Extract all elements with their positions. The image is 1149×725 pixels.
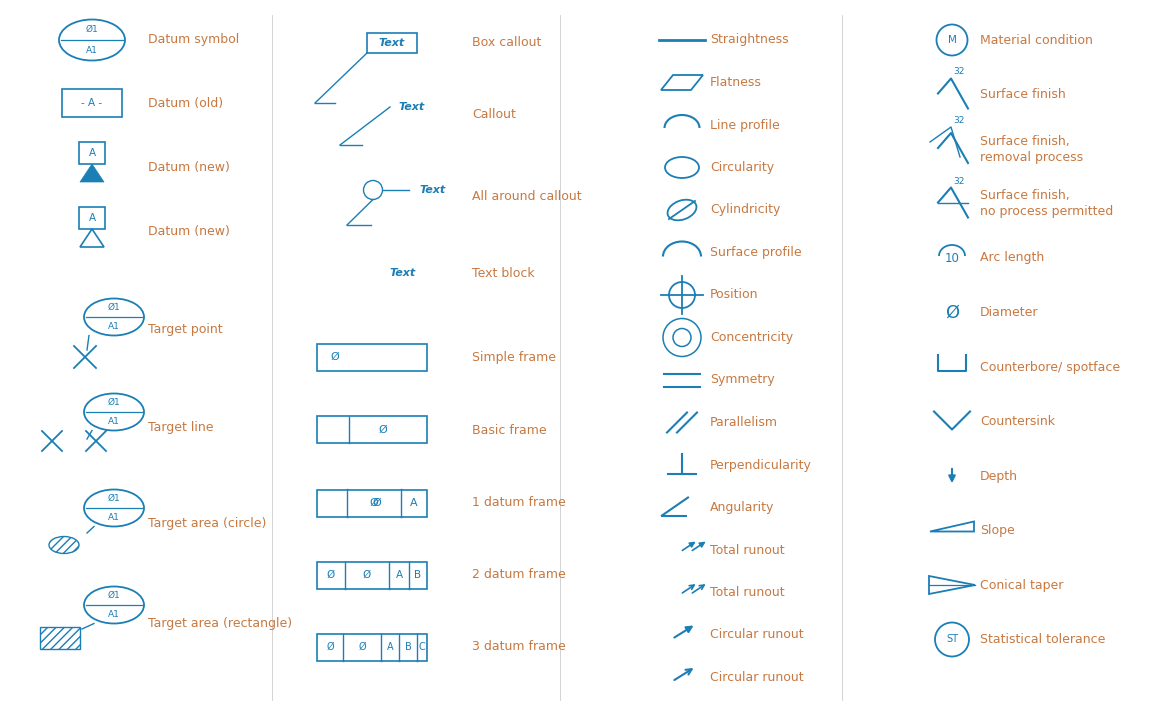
Text: Slope: Slope: [980, 524, 1015, 537]
Text: Text: Text: [398, 102, 424, 112]
Bar: [40, 627, 80, 649]
Text: 3 datum frame: 3 datum frame: [472, 640, 565, 653]
Text: Callout: Callout: [472, 109, 516, 122]
Text: Ø1: Ø1: [108, 303, 121, 312]
Text: Box callout: Box callout: [472, 36, 541, 49]
Text: - A -: - A -: [82, 98, 102, 108]
Text: Conical taper: Conical taper: [980, 579, 1063, 592]
Text: Ø: Ø: [379, 425, 387, 435]
Text: Target area (rectangle): Target area (rectangle): [148, 616, 292, 629]
Text: Angularity: Angularity: [710, 501, 774, 514]
Text: A: A: [387, 642, 393, 652]
Text: Ø: Ø: [370, 498, 378, 508]
Bar: [79, 207, 105, 229]
Text: Total runout: Total runout: [710, 544, 785, 557]
Text: A: A: [88, 148, 95, 158]
Text: 10: 10: [944, 252, 959, 265]
Text: Material condition: Material condition: [980, 33, 1093, 46]
Bar: [317, 634, 427, 660]
Text: Datum (new): Datum (new): [148, 225, 230, 239]
Text: A: A: [410, 498, 418, 508]
Text: Flatness: Flatness: [710, 76, 762, 89]
Text: Perpendicularity: Perpendicularity: [710, 458, 812, 471]
Text: Circularity: Circularity: [710, 161, 774, 174]
Text: 1 datum frame: 1 datum frame: [472, 497, 565, 510]
Text: Target point: Target point: [148, 323, 223, 336]
Text: Depth: Depth: [980, 470, 1018, 483]
Text: Target area (circle): Target area (circle): [148, 516, 267, 529]
Text: Arc length: Arc length: [980, 252, 1044, 265]
Text: A1: A1: [86, 46, 98, 55]
Text: 32: 32: [953, 67, 964, 77]
Text: Total runout: Total runout: [710, 586, 785, 599]
Text: Line profile: Line profile: [710, 118, 780, 131]
Text: 32: 32: [953, 176, 964, 186]
Text: Surface finish,
removal process: Surface finish, removal process: [980, 135, 1084, 164]
Text: Circular runout: Circular runout: [710, 629, 803, 642]
Bar: [317, 416, 427, 444]
Text: Ø: Ø: [326, 570, 336, 580]
Text: Text: Text: [419, 185, 446, 195]
Text: Position: Position: [710, 289, 758, 302]
Text: Counterbore/ spotface: Counterbore/ spotface: [980, 360, 1120, 373]
Text: Ø: Ø: [326, 642, 334, 652]
Text: A: A: [88, 213, 95, 223]
Text: A1: A1: [108, 610, 119, 618]
Text: Text block: Text block: [472, 267, 534, 280]
Text: Statistical tolerance: Statistical tolerance: [980, 633, 1105, 646]
Text: 2 datum frame: 2 datum frame: [472, 568, 565, 581]
Text: C: C: [418, 642, 425, 652]
Ellipse shape: [49, 536, 79, 553]
Polygon shape: [80, 164, 105, 182]
Bar: [317, 561, 427, 589]
Text: Parallelism: Parallelism: [710, 416, 778, 429]
Text: Surface finish: Surface finish: [980, 88, 1066, 101]
Text: Diameter: Diameter: [980, 306, 1039, 319]
Text: Text: Text: [379, 38, 406, 48]
Text: A1: A1: [108, 322, 119, 331]
Text: ST: ST: [946, 634, 958, 645]
Text: Ø: Ø: [372, 498, 381, 508]
Text: Text: Text: [390, 268, 416, 278]
Text: Circular runout: Circular runout: [710, 671, 803, 684]
Bar: [317, 489, 427, 516]
Text: Symmetry: Symmetry: [710, 373, 774, 386]
Text: Basic frame: Basic frame: [472, 423, 547, 436]
Text: Ø: Ø: [331, 352, 339, 362]
Text: Datum (new): Datum (new): [148, 160, 230, 173]
Text: Datum symbol: Datum symbol: [148, 33, 239, 46]
Text: Ø: Ø: [944, 304, 959, 321]
Text: All around callout: All around callout: [472, 191, 581, 204]
Text: Straightness: Straightness: [710, 33, 788, 46]
Text: 32: 32: [953, 116, 964, 125]
Bar: [62, 89, 122, 117]
Text: Simple frame: Simple frame: [472, 350, 556, 363]
Text: A1: A1: [108, 513, 119, 522]
Text: Countersink: Countersink: [980, 415, 1055, 428]
Text: Surface finish,
no process permitted: Surface finish, no process permitted: [980, 189, 1113, 218]
Text: Ø1: Ø1: [108, 592, 121, 600]
Text: M: M: [948, 35, 956, 45]
Text: Ø: Ø: [363, 570, 371, 580]
Text: A1: A1: [108, 417, 119, 426]
Text: Cylindricity: Cylindricity: [710, 204, 780, 217]
Text: Ø1: Ø1: [108, 494, 121, 503]
Text: Ø1: Ø1: [108, 398, 121, 407]
Text: Surface profile: Surface profile: [710, 246, 802, 259]
Bar: [317, 344, 427, 370]
Text: Target line: Target line: [148, 420, 214, 434]
Text: Datum (old): Datum (old): [148, 96, 223, 109]
Text: B: B: [404, 642, 411, 652]
Bar: [367, 33, 417, 53]
Text: A: A: [395, 570, 402, 580]
Text: Concentricity: Concentricity: [710, 331, 793, 344]
Text: B: B: [415, 570, 422, 580]
Polygon shape: [80, 229, 105, 247]
Bar: [79, 142, 105, 164]
Text: Ø: Ø: [358, 642, 365, 652]
Text: Ø1: Ø1: [86, 25, 99, 34]
